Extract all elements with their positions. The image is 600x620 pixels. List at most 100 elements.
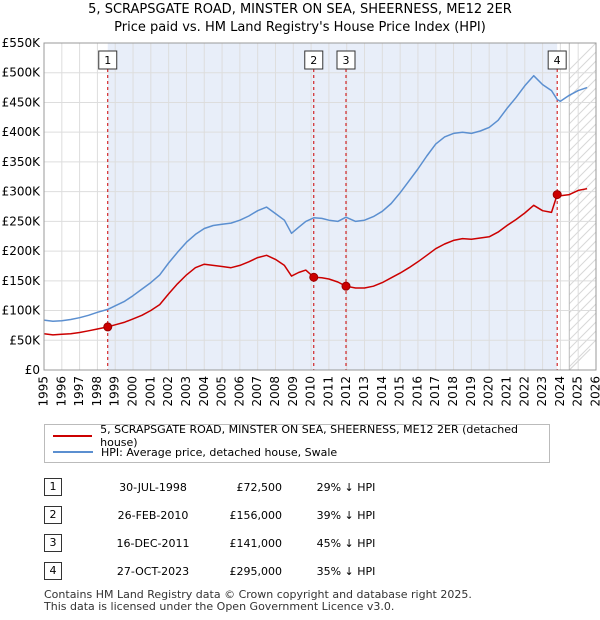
sale-hpi-diff: 45% ↓ HPI [316, 536, 376, 550]
chart-subtitle: Price paid vs. HM Land Registry's House … [114, 20, 486, 35]
x-tick-label: 2010 [304, 376, 318, 407]
sale-price: £72,500 [236, 480, 283, 494]
chart-title: 5, SCRAPSGATE ROAD, MINSTER ON SEA, SHEE… [88, 2, 512, 17]
table-row: 1 30-JUL-1998 £72,500 29% ↓ HPI [44, 473, 410, 501]
x-tick-label: 2008 [268, 376, 282, 407]
x-tick-label: 2019 [464, 376, 478, 407]
sale-hpi-diff: 35% ↓ HPI [316, 564, 376, 578]
x-tick-label: 2001 [143, 376, 157, 407]
future-hatch-line [568, 123, 597, 152]
sale-marker-number: 4 [554, 54, 561, 67]
x-tick-label: 2026 [589, 376, 600, 407]
legend-swatch-property [53, 435, 93, 437]
legend-label-hpi: HPI: Average price, detached house, Swal… [101, 445, 338, 459]
x-tick-label: 1995 [37, 376, 51, 407]
sale-marker-number: 1 [104, 54, 111, 67]
x-tick-label: 2003 [179, 376, 193, 407]
x-tick-label: 2009 [286, 376, 300, 407]
sale-marker-number: 3 [342, 54, 349, 67]
future-hatch-line [568, 267, 597, 296]
y-tick-label: £0 [25, 363, 40, 377]
sale-marker-box [304, 50, 324, 70]
footer-notice: Contains HM Land Registry data © Crown c… [44, 589, 472, 613]
future-hatch-line [568, 330, 597, 359]
x-tick-label: 2007 [250, 376, 264, 407]
y-tick-label: £150K [2, 274, 42, 288]
future-hatch-line [568, 240, 597, 269]
future-hatch-line [568, 321, 597, 350]
sale-date: 16-DEC-2011 [116, 536, 190, 550]
sale-marker-box [98, 50, 118, 70]
y-tick-label: £550K [2, 36, 42, 50]
shaded-period [107, 43, 558, 370]
x-tick-label: 2021 [499, 376, 513, 407]
future-hatch-line [568, 114, 597, 143]
x-tick-label: 2018 [446, 376, 460, 407]
x-tick-label: 2000 [126, 376, 140, 407]
y-tick-label: £250K [2, 214, 42, 228]
legend-item-hpi: HPI: Average price, detached house, Swal… [53, 444, 337, 460]
x-tick-label: 2005 [215, 376, 229, 407]
future-hatch-line [568, 42, 597, 71]
table-row: 4 27-OCT-2023 £295,000 35% ↓ HPI [44, 557, 410, 585]
table-row: 2 26-FEB-2010 £156,000 39% ↓ HPI [44, 501, 410, 529]
future-hatch-line [568, 213, 597, 242]
future-hatch-line [568, 249, 597, 278]
sale-marker-number: 2 [310, 54, 317, 67]
x-tick-label: 2022 [517, 376, 531, 407]
x-tick-label: 2014 [375, 376, 389, 407]
x-tick-label: 2015 [393, 376, 407, 407]
y-tick-label: £400K [2, 125, 42, 139]
future-hatch-line [568, 159, 597, 188]
future-hatch-line [568, 204, 597, 233]
y-tick-label: £200K [2, 244, 42, 258]
future-hatch-line [568, 87, 597, 116]
x-tick-label: 2011 [321, 376, 335, 407]
legend: 5, SCRAPSGATE ROAD, MINSTER ON SEA, SHEE… [44, 423, 550, 463]
y-tick-label: £500K [2, 66, 42, 80]
hpi-series-line [43, 74, 588, 322]
x-tick-label: 2012 [339, 376, 353, 407]
transactions-table: 1 30-JUL-1998 £72,500 29% ↓ HPI 2 26-FEB… [44, 473, 410, 585]
sale-number-badge: 1 [44, 478, 62, 496]
x-tick-label: 2023 [535, 376, 549, 407]
x-tick-label: 1999 [108, 376, 122, 407]
sale-hpi-diff: 29% ↓ HPI [316, 480, 376, 494]
x-tick-label: 2017 [428, 376, 442, 407]
x-tick-label: 2020 [482, 376, 496, 407]
x-tick-label: 2025 [571, 376, 585, 407]
future-hatch-line [568, 339, 597, 368]
sale-price: £141,000 [229, 536, 283, 550]
x-tick-label: 1996 [54, 376, 68, 407]
future-hatch-line [568, 141, 597, 170]
y-tick-label: £50K [9, 333, 41, 347]
price-chart: 1 2 3 4 £0 £50K £100K £150K £200K £250K £300K £350… [2, 36, 600, 407]
sale-number-badge: 3 [44, 534, 62, 552]
y-tick-label: £450K [2, 95, 42, 109]
future-hatch-line [568, 51, 597, 80]
legend-swatch-hpi [53, 451, 93, 453]
future-hatch-line [568, 96, 597, 125]
footer-copyright: Contains HM Land Registry data © Crown c… [44, 588, 472, 601]
sale-price: £295,000 [229, 564, 283, 578]
future-hatch-line [568, 150, 597, 179]
future-hatch-line [568, 195, 597, 224]
future-hatch-line [568, 312, 597, 341]
sale-date: 26-FEB-2010 [117, 508, 189, 522]
y-tick-label: £350K [2, 155, 42, 169]
sale-number-badge: 4 [44, 562, 62, 580]
future-hatch-line [568, 132, 597, 161]
sale-point [552, 190, 562, 200]
sale-date: 27-OCT-2023 [116, 564, 190, 578]
sale-number-badge: 2 [44, 506, 62, 524]
x-tick-label: 2006 [232, 376, 246, 407]
future-hatch-line [568, 60, 597, 89]
x-tick-label: 1997 [72, 376, 86, 407]
future-hatch-line [568, 303, 597, 332]
future-hatch-line [568, 78, 597, 107]
sale-point [103, 322, 113, 332]
x-tick-label: 2004 [197, 376, 211, 407]
sale-point [309, 272, 319, 282]
legend-label-property: 5, SCRAPSGATE ROAD, MINSTER ON SEA, SHEE… [100, 423, 518, 449]
x-tick-label: 2013 [357, 376, 371, 407]
